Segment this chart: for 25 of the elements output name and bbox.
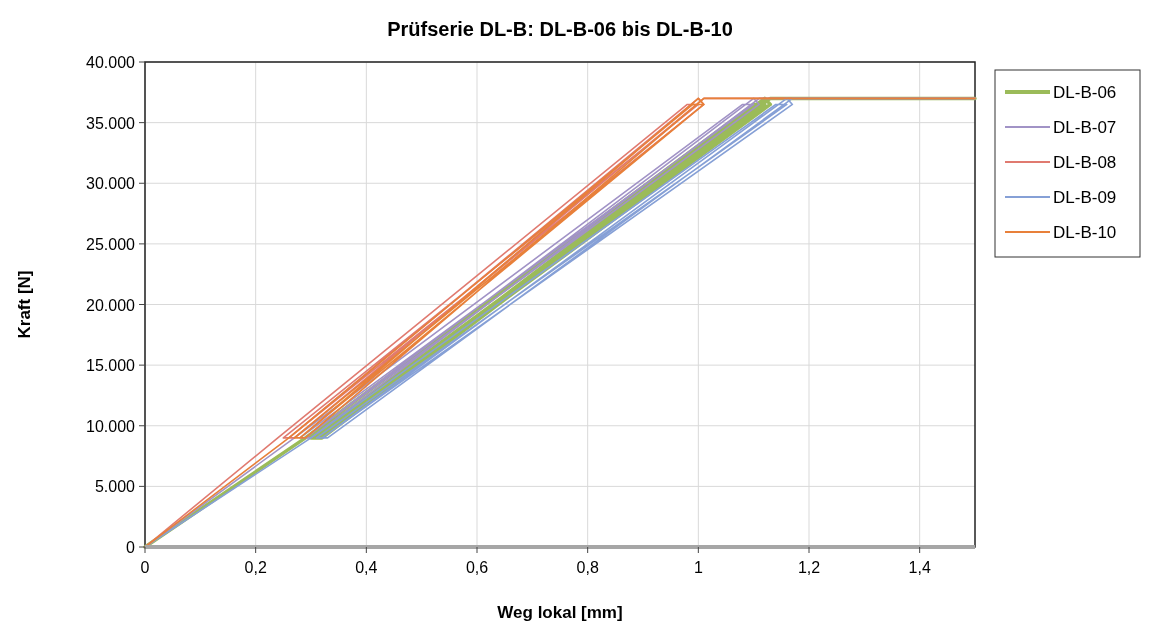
y-tick-label: 25.000 (86, 235, 136, 253)
y-tick-label: 10.000 (86, 417, 136, 435)
legend-label: DL-B-08 (1053, 153, 1117, 172)
y-tick-label: 0 (126, 539, 136, 556)
y-tick-label: 35.000 (86, 114, 136, 132)
x-tick-label: 1,4 (908, 559, 931, 576)
legend-label: DL-B-10 (1053, 223, 1117, 242)
x-tick-label: 0 (140, 559, 150, 576)
x-tick-label: 0,4 (355, 559, 378, 576)
x-tick-label: 1,2 (797, 559, 821, 576)
y-tick-label: 15.000 (86, 357, 136, 375)
x-tick-label: 1 (693, 559, 703, 576)
y-tick-label: 40.000 (86, 54, 136, 71)
x-tick-label: 0,6 (465, 559, 489, 576)
x-tick-label: 0,2 (244, 559, 267, 576)
legend-label: DL-B-06 (1053, 83, 1117, 102)
legend-label: DL-B-09 (1053, 188, 1117, 207)
x-tick-label: 0,8 (576, 559, 599, 576)
y-axis-title: Kraft [N] (15, 270, 34, 339)
y-tick-label: 20.000 (86, 296, 136, 314)
y-tick-label: 30.000 (86, 175, 136, 193)
legend-label: DL-B-07 (1053, 118, 1117, 137)
chart-title: Prüfserie DL-B: DL-B-06 bis DL-B-10 (387, 18, 733, 40)
x-axis-title: Weg lokal [mm] (497, 603, 623, 622)
y-tick-label: 5.000 (94, 478, 136, 496)
